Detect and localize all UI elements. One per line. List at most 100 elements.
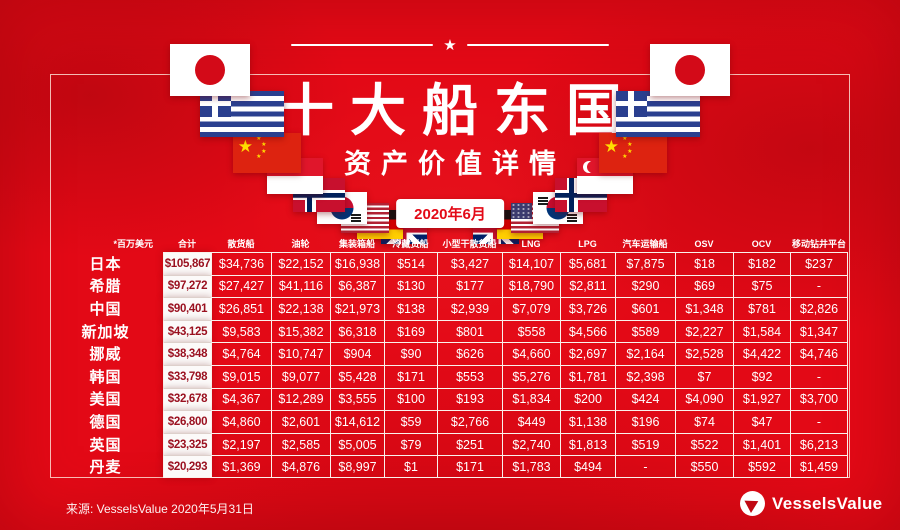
value-cell: $1,138 xyxy=(560,410,615,433)
value-cell: $1,347 xyxy=(790,319,848,343)
value-cell: $3,726 xyxy=(560,297,615,320)
value-cell: $22,138 xyxy=(271,297,330,320)
value-cell: $74 xyxy=(675,410,733,433)
asset-value-table: *百万美元 合计 散货船 油轮 集装箱船 冷藏货船 小型干散货船 LNG LPG 汽车运输船 OSV… xyxy=(60,235,848,478)
value-cell: $1 xyxy=(384,455,437,478)
value-cell: $92 xyxy=(733,364,790,388)
column-header: OCV xyxy=(751,238,772,249)
value-cell: $2,601 xyxy=(271,410,330,433)
value-cell: $2,766 xyxy=(437,410,502,433)
row-country-label: 美国 xyxy=(89,391,122,409)
value-cell: $558 xyxy=(502,319,560,343)
greece-flag-icon xyxy=(200,91,284,137)
vesselsvalue-logo-icon xyxy=(740,491,765,516)
value-cell: $6,387 xyxy=(330,274,384,298)
greece-flag-icon xyxy=(616,91,700,137)
value-cell: $4,876 xyxy=(271,455,330,478)
value-cell: $2,811 xyxy=(560,274,615,298)
value-cell: $196 xyxy=(615,410,675,433)
value-cell: $2,939 xyxy=(437,297,502,320)
value-cell: $15,382 xyxy=(271,319,330,343)
value-cell: $47 xyxy=(733,410,790,433)
divider-line xyxy=(466,44,609,46)
value-cell: $43,125 xyxy=(163,319,211,343)
value-cell: $90,401 xyxy=(163,297,211,320)
value-cell: $2,398 xyxy=(615,364,675,388)
value-cell: $105,867 xyxy=(163,252,211,275)
china-flag-icon xyxy=(233,133,301,173)
value-cell: $90 xyxy=(384,342,437,365)
japan-flag-icon xyxy=(650,44,730,96)
column-header: 散货船 xyxy=(227,239,255,249)
value-cell: $26,851 xyxy=(211,297,271,320)
brand-name: VesselsValue xyxy=(772,493,883,513)
column-header: 油轮 xyxy=(291,239,310,249)
value-cell: $290 xyxy=(615,274,675,298)
value-cell: $4,660 xyxy=(502,342,560,365)
value-cell: $5,276 xyxy=(502,364,560,388)
value-cell: $9,583 xyxy=(211,319,271,343)
value-cell: $2,197 xyxy=(211,432,271,456)
value-cell: $4,367 xyxy=(211,387,271,411)
value-cell: $1,401 xyxy=(733,432,790,456)
value-cell: $1,783 xyxy=(502,455,560,478)
value-cell: $1,459 xyxy=(790,455,848,478)
unit-note: *百万美元 xyxy=(113,239,153,249)
value-cell: $251 xyxy=(437,432,502,456)
row-country-label: 希腊 xyxy=(89,278,122,296)
value-cell: $2,585 xyxy=(271,432,330,456)
value-cell: $494 xyxy=(560,455,615,478)
value-cell: $7,875 xyxy=(615,252,675,275)
row-country-label: 丹麦 xyxy=(89,459,122,477)
row-country-label: 挪威 xyxy=(89,346,122,364)
value-cell: $592 xyxy=(733,455,790,478)
china-flag-icon xyxy=(599,133,667,173)
value-cell: $18 xyxy=(675,252,733,275)
value-cell: $550 xyxy=(675,455,733,478)
value-cell: $3,700 xyxy=(790,387,848,411)
column-header: 移动钻井平台 xyxy=(791,239,846,249)
value-cell: $75 xyxy=(733,274,790,298)
source-note: 来源: VesselsValue 2020年5月31日 xyxy=(66,502,254,516)
column-header: 冷藏货船 xyxy=(392,239,429,249)
value-cell: $519 xyxy=(615,432,675,456)
row-country-label: 德国 xyxy=(89,413,122,431)
value-cell: $20,293 xyxy=(163,455,211,478)
value-cell: $7,079 xyxy=(502,297,560,320)
row-country-label: 韩国 xyxy=(89,368,122,386)
value-cell: $2,164 xyxy=(615,342,675,365)
divider-line xyxy=(291,44,434,46)
value-cell: $171 xyxy=(384,364,437,388)
value-cell: $1,584 xyxy=(733,319,790,343)
value-cell: $553 xyxy=(437,364,502,388)
value-cell: $9,015 xyxy=(211,364,271,388)
date-badge: 2020年6月 xyxy=(396,199,504,228)
value-cell: $4,764 xyxy=(211,342,271,365)
value-cell: $1,369 xyxy=(211,455,271,478)
value-cell: $4,746 xyxy=(790,342,848,365)
value-cell: $5,428 xyxy=(330,364,384,388)
value-cell: $2,826 xyxy=(790,297,848,320)
value-cell: $4,860 xyxy=(211,410,271,433)
value-cell: $21,973 xyxy=(330,297,384,320)
value-cell: $6,213 xyxy=(790,432,848,456)
value-cell: $23,325 xyxy=(163,432,211,456)
value-cell: - xyxy=(790,364,848,388)
column-header: OSV xyxy=(694,238,714,249)
value-cell: $4,422 xyxy=(733,342,790,365)
value-cell: $904 xyxy=(330,342,384,365)
value-cell: $2,740 xyxy=(502,432,560,456)
value-cell: $449 xyxy=(502,410,560,433)
value-cell: $27,427 xyxy=(211,274,271,298)
value-cell: $2,528 xyxy=(675,342,733,365)
value-cell: $26,800 xyxy=(163,410,211,433)
column-header: LNG xyxy=(521,238,541,249)
row-country-label: 英国 xyxy=(89,436,122,454)
column-header: 集装箱船 xyxy=(338,239,375,249)
column-header: 合计 xyxy=(177,239,196,249)
value-cell: $801 xyxy=(437,319,502,343)
value-cell: $514 xyxy=(384,252,437,275)
column-header: 小型干散货船 xyxy=(442,239,497,249)
value-cell: $79 xyxy=(384,432,437,456)
value-cell: $97,272 xyxy=(163,274,211,298)
